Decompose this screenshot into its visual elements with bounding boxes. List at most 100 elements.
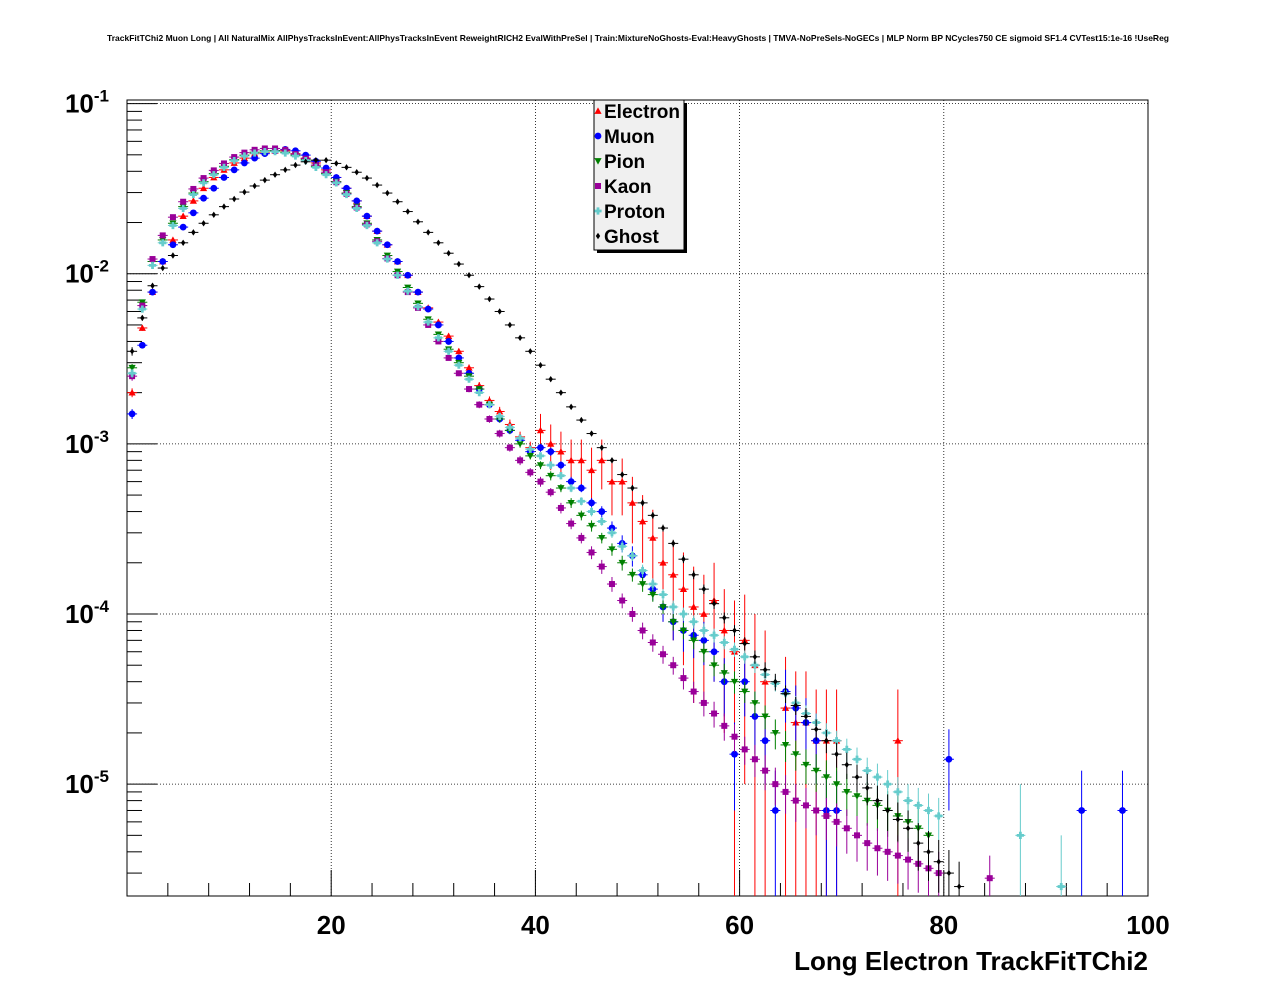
data-point [741, 746, 748, 753]
data-point [832, 737, 841, 745]
data-point [353, 197, 361, 205]
legend-entry-pion: Pion [594, 152, 645, 173]
data-point [252, 182, 257, 190]
data-point [629, 610, 636, 617]
data-point [884, 848, 891, 855]
data-point [771, 807, 779, 814]
data-point [383, 241, 391, 249]
data-point [618, 478, 626, 485]
data-point [751, 661, 759, 669]
data-point [803, 713, 809, 720]
data-point [148, 261, 157, 269]
data-point [813, 726, 819, 733]
data-point [283, 166, 288, 174]
data-point [179, 223, 187, 231]
data-point [169, 241, 177, 249]
data-point [128, 389, 136, 396]
legend-entry-muon: Muon [594, 127, 655, 148]
data-point [251, 149, 259, 157]
data-point [956, 883, 962, 890]
data-point [823, 812, 830, 819]
data-point [364, 174, 370, 182]
data-point [568, 520, 575, 527]
legend-marker [595, 232, 601, 240]
data-point [1078, 807, 1086, 814]
data-point [323, 156, 329, 164]
data-point [618, 559, 626, 567]
data-point [199, 184, 208, 192]
data-point [455, 361, 463, 369]
data-point [874, 845, 881, 852]
data-point [466, 386, 473, 393]
data-point [700, 699, 707, 706]
data-point [466, 272, 472, 279]
data-point [138, 341, 146, 349]
data-point [853, 755, 861, 763]
data-point [557, 461, 565, 469]
data-point [628, 571, 636, 579]
data-point [210, 184, 218, 192]
data-point [905, 856, 912, 863]
data-point [577, 497, 585, 505]
data-point [210, 167, 217, 174]
data-point [588, 499, 595, 507]
data-point [435, 338, 442, 345]
data-point [843, 745, 851, 753]
x-tick-label: 100 [1126, 910, 1169, 940]
data-point [639, 566, 647, 575]
data-point [220, 163, 228, 171]
data-point [527, 469, 534, 476]
data-point [232, 195, 237, 203]
data-point [180, 198, 187, 205]
data-point [405, 208, 410, 215]
data-point [435, 321, 442, 329]
data-point [547, 472, 555, 480]
data-point [220, 160, 227, 167]
data-point [374, 181, 380, 189]
data-point [681, 555, 686, 563]
data-point [720, 670, 728, 677]
data-point [486, 416, 493, 423]
data-point [240, 152, 249, 160]
data-point [191, 229, 196, 236]
data-point [730, 645, 739, 653]
legend-label: Electron [604, 102, 680, 123]
data-point [577, 456, 585, 464]
data-point [608, 529, 616, 537]
data-point [771, 730, 779, 737]
data-point [628, 552, 636, 560]
data-point [497, 308, 502, 315]
data-point [159, 232, 166, 239]
data-point [567, 499, 575, 507]
data-point [394, 258, 401, 265]
data-point [465, 375, 473, 383]
data-point [894, 737, 902, 744]
data-point [865, 784, 870, 792]
data-point [598, 535, 606, 542]
data-point [700, 610, 708, 617]
data-point [272, 171, 278, 178]
data-point [752, 653, 758, 661]
data-point [660, 524, 666, 532]
data-point [700, 648, 708, 656]
data-point [619, 471, 625, 478]
data-point [863, 767, 871, 775]
data-point [477, 283, 482, 290]
data-point [802, 761, 810, 769]
data-point [832, 781, 841, 788]
data-point [506, 423, 514, 431]
data-point [843, 825, 850, 832]
data-point [547, 461, 555, 469]
data-point [536, 452, 545, 460]
data-point [557, 448, 565, 455]
data-point [649, 580, 657, 588]
data-point [354, 169, 359, 176]
data-point [169, 214, 176, 221]
data-point [649, 534, 657, 541]
data-point [373, 227, 381, 235]
data-point [781, 742, 790, 749]
data-point [547, 448, 555, 456]
data-point [293, 161, 298, 169]
data-point [211, 211, 216, 219]
data-point [690, 688, 697, 695]
